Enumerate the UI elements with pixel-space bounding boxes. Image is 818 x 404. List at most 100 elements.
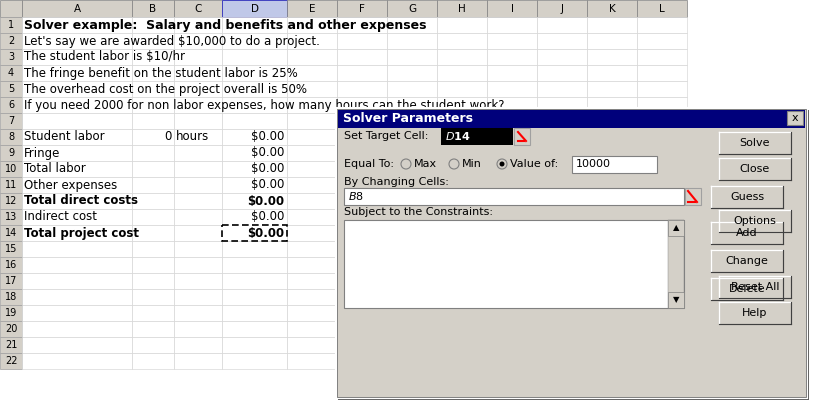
Bar [437,321,487,337]
Text: G: G [408,4,416,13]
Bar [487,257,537,273]
Bar [0,81,22,97]
Bar [668,220,684,308]
Bar [0,177,22,193]
Bar [437,65,487,81]
Bar [174,305,222,321]
Bar [132,161,174,177]
Bar [0,289,22,305]
Bar [337,321,387,337]
Bar [132,289,174,305]
Text: Let's say we are awarded $10,000 to do a project.: Let's say we are awarded $10,000 to do a… [24,34,320,48]
Bar [437,209,487,225]
Bar [222,353,287,369]
Bar [222,33,287,49]
Bar [487,353,537,369]
Text: 2: 2 [8,36,14,46]
Bar [337,97,387,113]
Bar [22,305,132,321]
Text: 6: 6 [8,100,14,110]
Bar [572,156,657,173]
Text: F: F [359,4,365,13]
Text: By Changing Cells:: By Changing Cells: [344,177,449,187]
Bar [587,129,637,145]
Bar [0,129,22,145]
Bar [537,305,587,321]
Text: If you need 2000 for non labor expenses, how many hours can the student work?: If you need 2000 for non labor expenses,… [24,99,505,112]
Text: Subject to the Constraints:: Subject to the Constraints: [344,207,493,217]
Bar [222,81,287,97]
Bar [132,305,174,321]
Bar [537,177,587,193]
Bar [287,273,337,289]
Bar [337,337,387,353]
Text: D: D [250,4,258,13]
Bar [174,353,222,369]
Bar [132,129,174,145]
Bar [719,302,791,324]
Bar [587,305,637,321]
Bar [637,161,687,177]
Bar [132,97,174,113]
Bar [287,353,337,369]
Bar [174,209,222,225]
Circle shape [497,159,507,169]
Text: $0.00: $0.00 [250,147,284,160]
Bar [22,145,132,161]
Bar [487,49,537,65]
Bar [132,65,174,81]
Bar [0,273,22,289]
Bar [287,241,337,257]
Text: E: E [308,4,315,13]
Bar [387,97,437,113]
Bar [387,289,437,305]
Text: H: H [458,4,466,13]
Bar [487,177,537,193]
Bar [537,129,587,145]
Bar [22,97,132,113]
Bar [132,145,174,161]
Text: 11: 11 [5,180,17,190]
Bar [0,17,22,33]
Bar [132,33,174,49]
Bar [537,145,587,161]
Bar [637,113,687,129]
Circle shape [401,159,411,169]
Bar [132,17,174,33]
Bar [537,97,587,113]
Text: 10: 10 [5,164,17,174]
Bar [387,17,437,33]
Bar [337,33,387,49]
Text: Total labor: Total labor [24,162,86,175]
Bar [174,225,222,241]
Bar [437,289,487,305]
Bar [338,110,809,400]
Bar [437,49,487,65]
Bar [0,257,22,273]
Bar [387,209,437,225]
Bar [537,257,587,273]
Text: The fringe benefit on the student labor is 25%: The fringe benefit on the student labor … [24,67,298,80]
Bar [587,321,637,337]
Bar [222,145,287,161]
Bar [337,0,387,17]
Bar [0,161,22,177]
Text: $0.00: $0.00 [247,227,284,240]
Text: 20: 20 [5,324,17,334]
Bar [587,97,637,113]
Bar [487,129,537,145]
Bar [437,0,487,17]
Bar [685,188,701,205]
Bar [668,220,684,236]
Bar [0,209,22,225]
Bar [344,188,684,205]
Bar [287,257,337,273]
Bar [287,337,337,353]
Bar [222,193,287,209]
Bar [537,289,587,305]
Bar [719,132,791,154]
Text: 14: 14 [5,228,17,238]
Text: Student labor: Student labor [24,130,105,143]
Bar [174,97,222,113]
Bar [287,193,337,209]
